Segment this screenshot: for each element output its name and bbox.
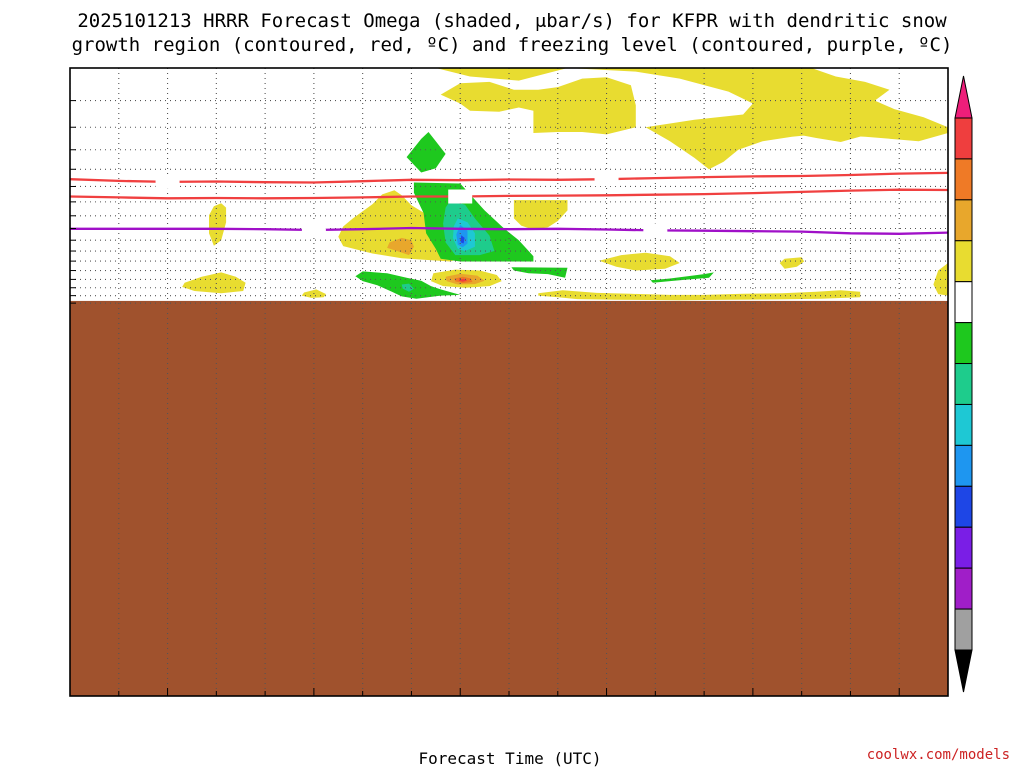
colorbar-box-2 [954,158,973,201]
contour-dendritic-bottom [70,188,948,200]
contour-label-bg-dendritic-top-1 [594,172,619,187]
colorbar-box-3 [954,199,973,242]
omega-region-upper-yellow-main [435,68,948,170]
colorbar-box-10 [954,485,973,528]
plot-area [69,67,949,697]
omega-region-cyan-lower-left [401,283,414,292]
contour-label-bg-dendritic-top-0 [155,174,180,189]
omega-region-small-yellow-far-left [209,203,227,246]
plot-content [70,68,948,696]
chart-title-line-2: growth region (contoured, red, ºC) and f… [72,34,953,56]
omega-region-yellow-center-right [513,200,568,230]
x-axis [69,688,949,696]
colorbar-box-13 [954,608,973,651]
credit-watermark: coolwx.com/models [867,747,1010,763]
contour-freezing-level [70,226,948,235]
colorbar-box-5 [954,281,973,324]
colorbar-box-6 [954,322,973,365]
chart-title-line-1: 2025101213 HRRR Forecast Omega (shaded, … [77,10,947,32]
omega-region-yellow-right-small [599,252,680,271]
colorbar-bottom-arrow [954,649,973,693]
contour-label-bg-dendritic-bottom-0 [448,189,473,204]
contour-dendritic-top [70,171,948,184]
colorbar-box-8 [954,403,973,446]
omega-region-green-right [650,272,714,283]
colorbar-box-12 [954,567,973,610]
omega-region-yellow-lower-left [182,272,246,294]
contour-label-bg-freezing-level-1 [643,223,668,238]
colorbar-box-11 [954,526,973,569]
y-axis [70,100,76,304]
colorbar-box-4 [954,240,973,283]
x-axis-label: Forecast Time (UTC) [418,749,601,768]
contour-label-bg-freezing-level-0 [301,222,326,237]
omega-region-orange-mid-left [387,237,414,256]
omega-region-darkblue-omega-core [460,235,465,244]
colorbar-box-7 [954,363,973,405]
omega-region-yellow-right-tiny [779,257,805,269]
omega-region-small-yellow-right [748,111,870,142]
omega-region-green-upper-streak [406,132,446,173]
colorbar-box-9 [954,444,973,487]
colorbar-box-1 [954,117,973,160]
colorbar-top-arrow [954,75,973,119]
omega-region-upper-yellow-lobe [440,77,636,135]
omega-region-green-center-right [511,267,568,278]
omega-region-yellow-bottom-band [538,290,861,301]
colorbar [954,75,973,693]
